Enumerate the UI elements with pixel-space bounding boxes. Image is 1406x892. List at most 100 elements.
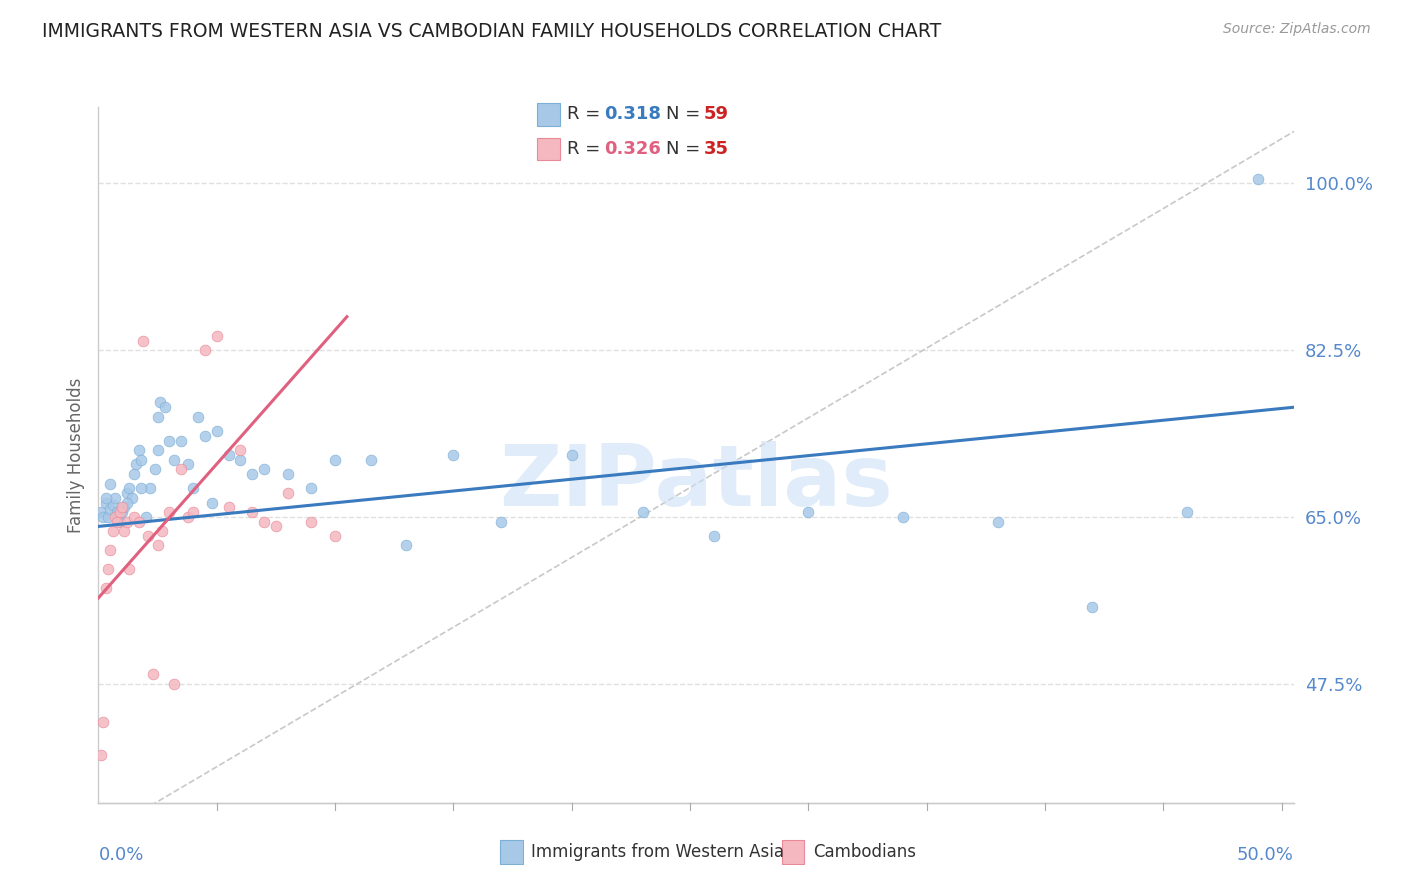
- Point: [129, 452, 152, 467]
- Point: [97, 509, 120, 524]
- Bar: [537, 137, 560, 161]
- Point: [163, 452, 186, 467]
- Point: [441, 448, 464, 462]
- Point: [129, 481, 152, 495]
- Point: [118, 562, 141, 576]
- Point: [90, 505, 112, 519]
- Text: Source: ZipAtlas.com: Source: ZipAtlas.com: [1223, 22, 1371, 37]
- Point: [205, 424, 228, 438]
- Point: [150, 524, 173, 538]
- Point: [157, 505, 180, 519]
- Point: [105, 515, 128, 529]
- Point: [218, 448, 240, 462]
- Point: [187, 409, 209, 424]
- Point: [91, 509, 114, 524]
- Point: [94, 495, 117, 509]
- Point: [118, 481, 141, 495]
- Point: [229, 443, 252, 458]
- Point: [142, 667, 165, 681]
- Point: [98, 543, 121, 558]
- Point: [277, 486, 299, 500]
- Point: [146, 409, 169, 424]
- Point: [90, 748, 112, 763]
- Text: 50.0%: 50.0%: [1237, 846, 1294, 863]
- Text: R =: R =: [567, 140, 606, 158]
- Point: [323, 529, 346, 543]
- Point: [143, 462, 166, 476]
- Bar: [537, 103, 560, 126]
- Point: [631, 505, 654, 519]
- Point: [891, 509, 914, 524]
- Point: [489, 515, 512, 529]
- Point: [561, 448, 583, 462]
- Text: 0.326: 0.326: [603, 140, 661, 158]
- Point: [139, 481, 162, 495]
- Point: [1175, 505, 1198, 519]
- Point: [395, 539, 418, 553]
- Text: N =: N =: [666, 140, 706, 158]
- Point: [170, 462, 193, 476]
- Point: [218, 500, 240, 515]
- Point: [132, 334, 155, 348]
- Point: [111, 500, 134, 515]
- Point: [125, 458, 148, 472]
- Point: [146, 443, 169, 458]
- Point: [1081, 600, 1104, 615]
- Point: [135, 509, 157, 524]
- Text: R =: R =: [567, 105, 606, 123]
- Text: 0.0%: 0.0%: [98, 846, 143, 863]
- Point: [128, 515, 150, 529]
- Point: [360, 452, 382, 467]
- Point: [170, 434, 193, 448]
- Point: [122, 467, 145, 481]
- Point: [104, 509, 127, 524]
- Point: [1247, 171, 1270, 186]
- Text: 59: 59: [703, 105, 728, 123]
- Point: [205, 328, 228, 343]
- Point: [121, 491, 143, 505]
- Point: [277, 467, 299, 481]
- Point: [157, 434, 180, 448]
- Point: [229, 452, 252, 467]
- Point: [194, 343, 217, 357]
- Point: [194, 429, 217, 443]
- Point: [253, 462, 276, 476]
- Point: [128, 443, 150, 458]
- Point: [987, 515, 1010, 529]
- Point: [101, 499, 124, 513]
- Point: [163, 676, 186, 690]
- Point: [253, 515, 276, 529]
- Point: [91, 714, 114, 729]
- Point: [201, 495, 224, 509]
- Point: [98, 502, 121, 516]
- Text: N =: N =: [666, 105, 706, 123]
- Text: 35: 35: [703, 140, 728, 158]
- Text: Immigrants from Western Asia: Immigrants from Western Asia: [531, 843, 785, 861]
- Text: ZIPatlas: ZIPatlas: [499, 442, 893, 524]
- Text: Cambodians: Cambodians: [813, 843, 915, 861]
- Point: [114, 500, 136, 515]
- Point: [299, 515, 322, 529]
- Point: [108, 505, 131, 519]
- Point: [101, 524, 124, 538]
- Point: [149, 395, 172, 409]
- Text: IMMIGRANTS FROM WESTERN ASIA VS CAMBODIAN FAMILY HOUSEHOLDS CORRELATION CHART: IMMIGRANTS FROM WESTERN ASIA VS CAMBODIA…: [42, 22, 942, 41]
- Point: [146, 539, 169, 553]
- Text: 0.318: 0.318: [603, 105, 661, 123]
- Point: [97, 562, 120, 576]
- Point: [122, 509, 145, 524]
- Point: [797, 505, 820, 519]
- Point: [104, 491, 127, 505]
- Point: [115, 495, 138, 509]
- Point: [240, 467, 263, 481]
- Point: [111, 505, 134, 519]
- Point: [114, 524, 136, 538]
- Point: [94, 582, 117, 596]
- Point: [94, 491, 117, 505]
- Point: [299, 481, 322, 495]
- Point: [153, 401, 176, 415]
- Point: [181, 505, 204, 519]
- Point: [136, 529, 159, 543]
- Point: [105, 509, 128, 524]
- Point: [108, 515, 131, 529]
